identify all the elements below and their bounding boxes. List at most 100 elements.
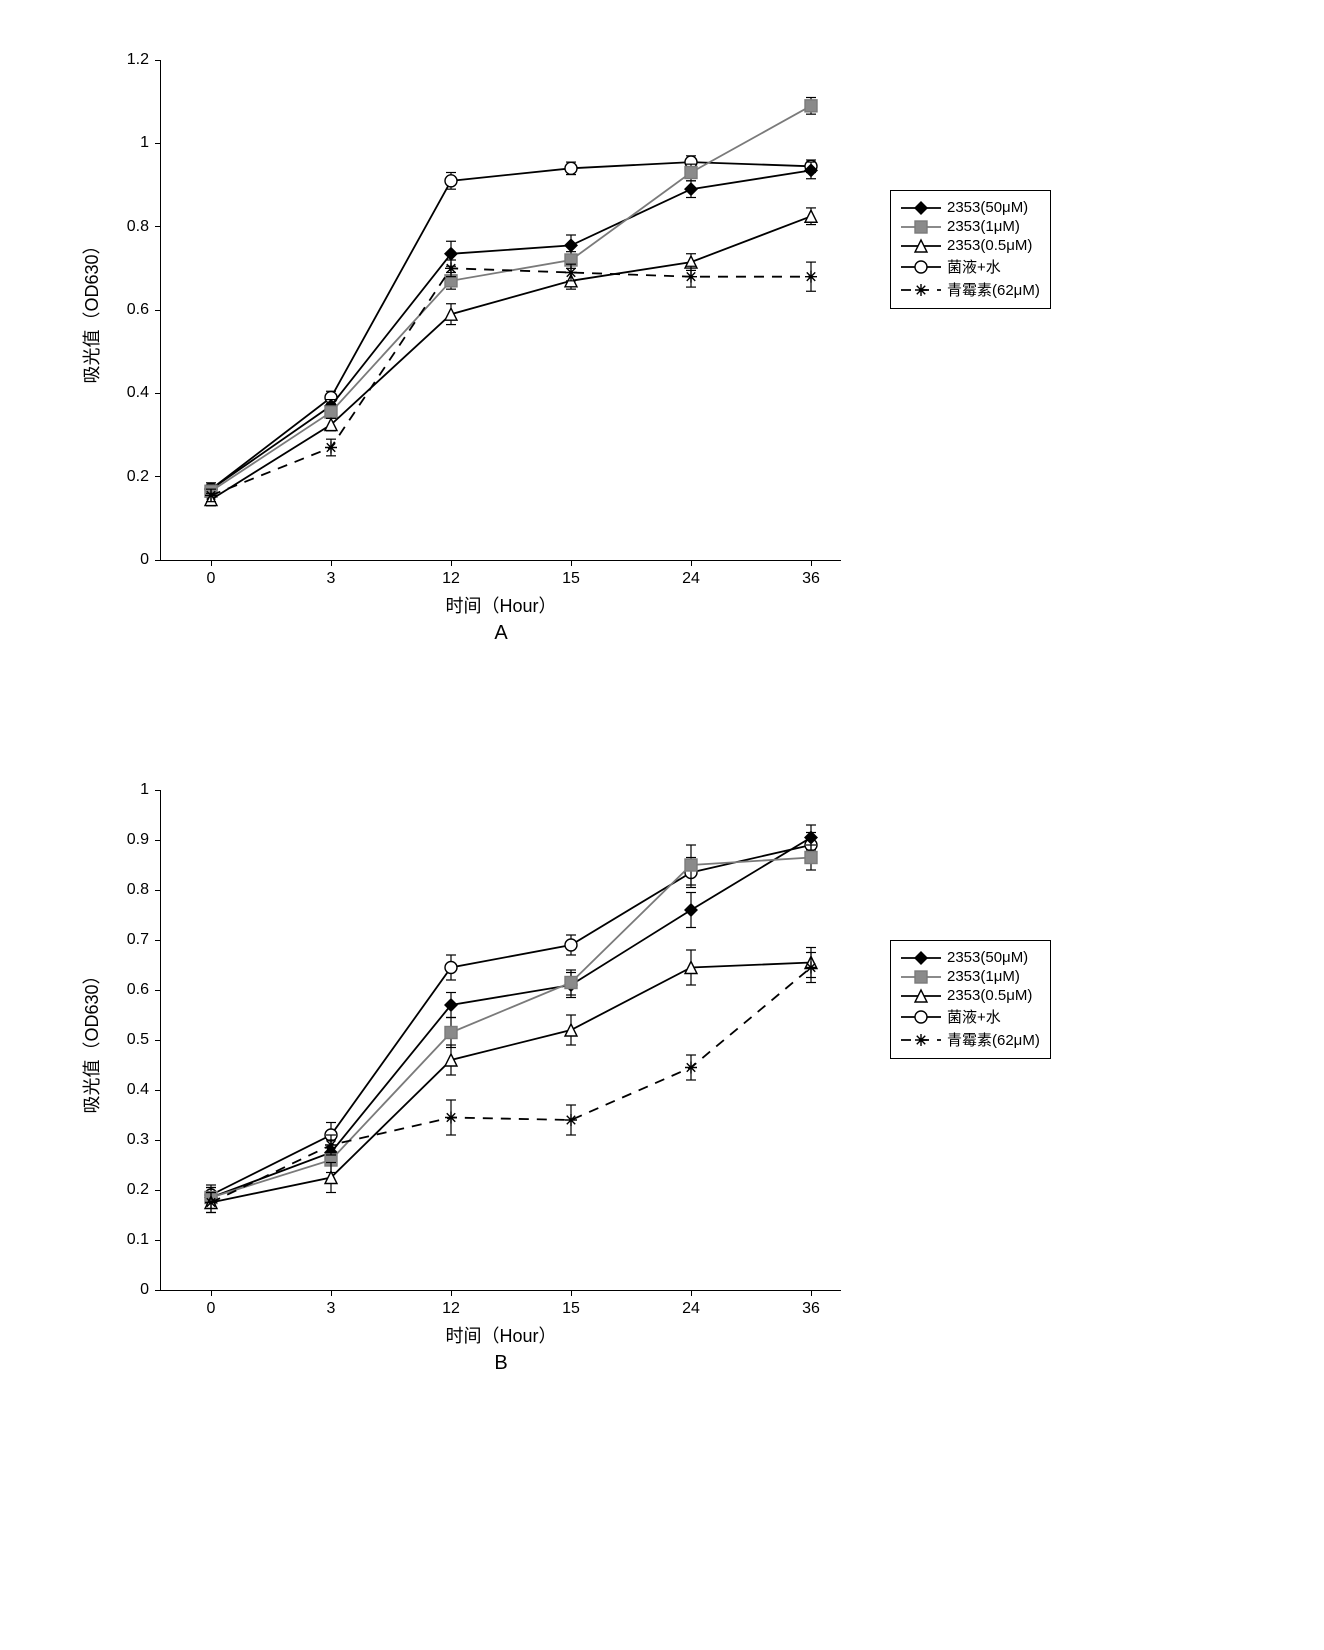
legend-item: 菌液+水 [901,256,1040,277]
data-point [325,406,337,419]
data-point [445,955,457,980]
legend-item: 青霉素(62μM) [901,1029,1040,1050]
x-tick-label: 0 [207,570,216,588]
x-tick-label: 15 [562,570,580,588]
y-tick-label: 0.2 [127,468,149,486]
x-tick [451,560,452,566]
y-tick-label: 0.9 [127,831,149,849]
data-point [565,970,577,995]
chart-panel-B: 00.10.20.30.40.50.60.70.80.910312152436吸… [20,750,1304,1450]
data-point [445,304,457,325]
plot-area: 00.10.20.30.40.50.60.70.80.910312152436吸… [160,790,841,1291]
y-tick-label: 0.4 [127,384,149,402]
plot-svg [161,790,841,1290]
x-tick [571,560,572,566]
legend-label: 2353(0.5μM) [947,987,1032,1004]
legend-label: 2353(1μM) [947,968,1020,985]
x-tick [811,1290,812,1296]
data-point [445,993,457,1018]
data-point [445,1018,457,1048]
data-point [685,893,697,928]
data-point [805,262,817,291]
legend-swatch-icon [901,969,941,985]
legend-label: 2353(1μM) [947,218,1020,235]
x-axis-label: 时间（Hour） [445,592,556,618]
legend-label: 青霉素(62μM) [947,279,1040,300]
data-point [565,1105,577,1135]
y-tick-label: 1.2 [127,51,149,69]
legend: 2353(50μM) 2353(1μM) 2353(0.5μM) 菌液+水青霉素(62… [890,190,1051,309]
legend-label: 2353(50μM) [947,949,1028,966]
x-tick-label: 36 [802,1300,820,1318]
data-point [685,266,697,287]
x-tick-label: 3 [327,1300,336,1318]
panel-label: A [494,622,507,645]
y-tick-label: 0.2 [127,1181,149,1199]
y-tick-label: 0.8 [127,218,149,236]
data-point [685,1055,697,1080]
series-line-s5 [211,968,811,1203]
legend-item: 2353(50μM) [901,949,1040,966]
x-tick [691,560,692,566]
x-tick [811,560,812,566]
y-tick-label: 0.5 [127,1031,149,1049]
data-point [805,208,817,225]
legend-item: 2353(1μM) [901,968,1040,985]
y-tick-label: 0.4 [127,1081,149,1099]
legend-swatch-icon [901,1032,941,1048]
legend-item: 菌液+水 [901,1006,1040,1027]
y-tick-label: 0.3 [127,1131,149,1149]
x-tick [571,1290,572,1296]
series-line-s1 [211,838,811,1198]
legend-swatch-icon [901,950,941,966]
legend-swatch-icon [901,988,941,1004]
series-line-s3 [211,963,811,1203]
series-line-s5 [211,268,811,495]
data-point [685,845,697,885]
data-point [325,439,337,456]
x-tick-label: 15 [562,1300,580,1318]
x-tick [691,1290,692,1296]
x-tick [211,1290,212,1296]
x-tick-label: 3 [327,570,336,588]
legend-swatch-icon [901,1009,941,1025]
data-point [445,1045,457,1075]
series-line-s1 [211,170,811,489]
y-tick-label: 1 [140,781,149,799]
legend-label: 菌液+水 [947,256,1001,277]
series-line-s2 [211,858,811,1198]
legend: 2353(50μM) 2353(1μM) 2353(0.5μM) 菌液+水青霉素(62… [890,940,1051,1059]
x-tick [211,560,212,566]
y-tick-label: 0 [140,551,149,569]
y-tick-label: 0.8 [127,881,149,899]
legend-item: 2353(0.5μM) [901,987,1040,1004]
x-tick [331,560,332,566]
legend-swatch-icon [901,282,941,298]
chart-panel-A: 00.20.40.60.811.20312152436吸光值（OD630）时间（… [20,20,1304,720]
legend-label: 2353(50μM) [947,199,1028,216]
x-tick [451,1290,452,1296]
y-axis-label: 吸光值（OD630） [78,236,104,383]
x-tick-label: 36 [802,570,820,588]
legend-swatch-icon [901,259,941,275]
y-tick-label: 0.1 [127,1231,149,1249]
y-tick-label: 0.7 [127,931,149,949]
legend-item: 2353(1μM) [901,218,1040,235]
data-point [805,98,817,115]
y-tick-label: 0.6 [127,981,149,999]
legend-swatch-icon [901,200,941,216]
x-tick-label: 24 [682,570,700,588]
legend-label: 2353(0.5μM) [947,237,1032,254]
data-point [685,164,697,181]
legend-label: 青霉素(62μM) [947,1029,1040,1050]
x-tick-label: 24 [682,1300,700,1318]
legend-item: 2353(50μM) [901,199,1040,216]
plot-area: 00.20.40.60.811.20312152436吸光值（OD630）时间（… [160,60,841,561]
data-point [565,935,577,955]
x-tick-label: 12 [442,1300,460,1318]
legend-swatch-icon [901,238,941,254]
x-tick [331,1290,332,1296]
x-tick-label: 12 [442,570,460,588]
data-point [685,181,697,198]
legend-label: 菌液+水 [947,1006,1001,1027]
